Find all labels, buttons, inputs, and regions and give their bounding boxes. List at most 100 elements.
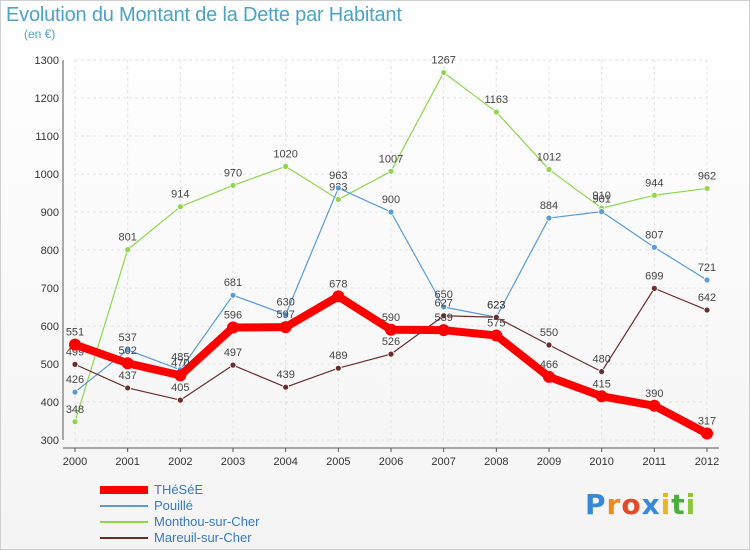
data-point — [703, 185, 711, 192]
data-point — [282, 383, 290, 391]
data-point — [124, 346, 132, 354]
data-point — [440, 303, 448, 311]
legend-swatch-pouille — [100, 505, 148, 507]
chart-subtitle: (en €) — [24, 27, 56, 41]
data-label: 681 — [224, 277, 242, 289]
data-label: 910 — [592, 190, 610, 202]
data-point — [71, 418, 79, 426]
data-label: 575 — [487, 318, 505, 330]
legend-label-pouille: Pouillé — [154, 498, 194, 513]
legend-label-mareuil: Mareuil-sur-Cher — [154, 530, 252, 545]
x-tick-label: 2006 — [379, 456, 403, 468]
data-label: 914 — [171, 189, 189, 201]
data-label: 630 — [276, 297, 294, 309]
data-label: 437 — [118, 370, 136, 382]
data-point — [490, 329, 503, 342]
data-label: 551 — [66, 327, 84, 339]
x-tick-label: 2009 — [537, 456, 561, 468]
data-label: 900 — [382, 194, 400, 206]
proxiti-logo: Proxiti — [585, 488, 697, 521]
data-point — [385, 323, 397, 336]
x-tick-label: 2010 — [589, 456, 613, 468]
y-tick-label: 700 — [41, 283, 59, 295]
data-label: 502 — [118, 345, 136, 357]
data-point — [332, 290, 345, 303]
data-point — [648, 399, 661, 412]
data-point — [334, 196, 342, 203]
x-tick-label: 2005 — [326, 456, 350, 468]
data-label: 1007 — [379, 153, 403, 165]
data-label: 678 — [329, 278, 347, 290]
data-label: 650 — [434, 289, 452, 301]
y-tick-label: 1100 — [35, 131, 59, 143]
data-label: 390 — [645, 388, 663, 400]
x-tick-label: 2004 — [273, 456, 297, 468]
data-label: 550 — [540, 327, 558, 339]
data-label: 901 — [592, 194, 610, 206]
data-point — [545, 341, 553, 349]
data-label: 623 — [487, 299, 505, 311]
y-tick-label: 300 — [41, 435, 59, 447]
data-label: 801 — [118, 232, 136, 244]
data-point — [124, 246, 132, 254]
data-label: 589 — [434, 312, 452, 324]
data-label: 699 — [645, 270, 663, 282]
data-point — [440, 69, 448, 76]
legend-label-thesee: THéSéE — [154, 482, 204, 497]
data-point — [703, 306, 711, 314]
data-point — [282, 162, 290, 170]
data-label: 1012 — [537, 151, 561, 163]
data-point — [227, 321, 239, 334]
data-label: 963 — [329, 170, 347, 182]
data-label: 1267 — [431, 55, 455, 67]
data-label: 623 — [487, 299, 505, 311]
data-label: 470 — [171, 357, 189, 369]
y-tick-label: 1200 — [35, 93, 59, 105]
data-label: 526 — [382, 336, 400, 348]
y-tick-label: 600 — [41, 321, 59, 333]
data-point — [598, 208, 606, 216]
data-point — [543, 370, 555, 383]
data-label: 426 — [66, 374, 84, 386]
legend-swatch-thesee — [100, 486, 148, 494]
data-label: 466 — [540, 359, 558, 371]
data-point — [595, 390, 608, 403]
legend-swatch-monthou — [100, 521, 148, 523]
data-point — [121, 357, 134, 370]
legend-label-monthou: Monthou-sur-Cher — [154, 514, 260, 529]
data-point — [650, 243, 658, 251]
data-point — [387, 350, 395, 358]
data-point — [437, 324, 450, 337]
x-tick-label: 2007 — [431, 456, 455, 468]
data-label: 596 — [224, 310, 242, 322]
data-label: 944 — [645, 177, 663, 189]
line-chart: 300 400 500 600 700 800 900 1000 1100 1200 1300 200… — [35, 55, 720, 468]
data-point — [174, 369, 187, 382]
data-point — [69, 338, 81, 351]
data-point — [229, 361, 237, 369]
data-label: 489 — [329, 350, 347, 362]
y-tick-label: 400 — [41, 397, 59, 409]
data-label: 348 — [66, 404, 84, 416]
data-point — [650, 284, 658, 292]
data-point — [334, 184, 342, 192]
data-point — [71, 360, 79, 368]
data-label: 1020 — [273, 148, 297, 160]
y-tick-label: 1300 — [35, 55, 59, 67]
x-tick-label: 2003 — [221, 456, 245, 468]
data-point — [229, 181, 237, 189]
data-label: 405 — [171, 382, 189, 394]
data-point — [701, 427, 713, 440]
x-tick-label: 2000 — [63, 456, 87, 468]
data-point — [176, 203, 184, 211]
data-label: 1163 — [485, 94, 509, 106]
data-point — [387, 208, 395, 216]
data-point — [279, 321, 292, 334]
y-tick-label: 800 — [41, 245, 59, 257]
data-point — [598, 368, 606, 376]
data-label: 642 — [698, 292, 716, 304]
x-tick-label: 2002 — [168, 456, 192, 468]
y-tick-label: 1000 — [35, 169, 59, 181]
data-point — [492, 108, 500, 116]
